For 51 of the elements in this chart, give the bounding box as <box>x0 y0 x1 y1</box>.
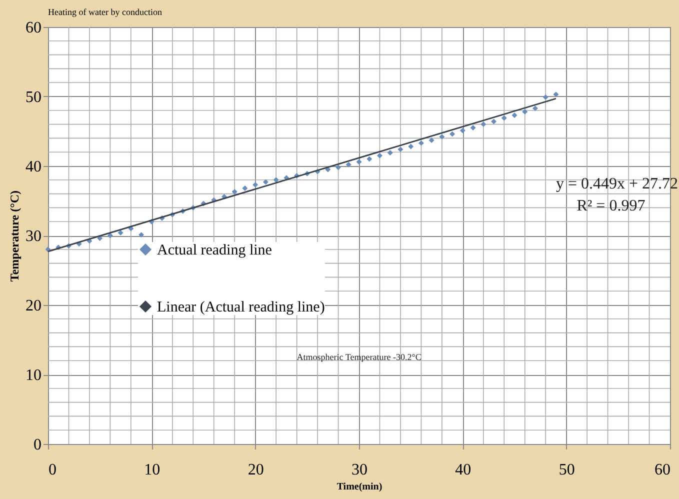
point <box>366 156 372 162</box>
point <box>450 131 456 137</box>
x-tick-label: 0 <box>48 462 56 478</box>
legend-label: Actual reading line <box>157 242 272 258</box>
point <box>387 150 393 156</box>
point <box>118 230 124 236</box>
point <box>460 128 466 134</box>
point <box>418 140 424 146</box>
point <box>346 162 352 168</box>
chart-title: Heating of water by conduction <box>48 7 162 17</box>
y-tick-label: 10 <box>26 367 42 384</box>
point <box>501 115 507 121</box>
point <box>107 232 113 238</box>
point <box>252 182 258 188</box>
point <box>242 186 248 191</box>
point <box>480 122 486 128</box>
point <box>439 134 445 140</box>
annotation: y = 0.449x + 27.72 <box>556 175 678 192</box>
y-tick-label: 0 <box>34 436 42 454</box>
y-tick-label: 60 <box>26 20 42 36</box>
y-axis-title: Temperature (°C) <box>8 190 22 282</box>
x-tick-label: 30 <box>352 462 368 478</box>
y-tick-label: 20 <box>26 298 42 314</box>
point <box>491 118 497 124</box>
point <box>356 159 362 165</box>
annotation: Atmospheric Temperature -30.2°C <box>296 352 422 362</box>
point <box>336 164 342 170</box>
x-tick-label: 40 <box>455 462 472 478</box>
point <box>428 138 434 144</box>
y-tick-label: 30 <box>26 228 42 245</box>
point <box>398 146 404 152</box>
point <box>273 177 279 183</box>
x-axis-title: Time(min) <box>336 482 382 492</box>
x-tick-label: 10 <box>144 462 160 478</box>
y-tick-label: 40 <box>26 158 42 176</box>
y-tick-label: 50 <box>26 89 42 106</box>
annotation: R² = 0.997 <box>576 198 646 215</box>
x-tick-label: 20 <box>248 462 264 478</box>
point <box>138 232 144 238</box>
point <box>408 144 414 150</box>
point <box>232 188 238 194</box>
x-tick-label: 60 <box>654 462 670 478</box>
point <box>376 152 382 158</box>
point <box>522 109 528 115</box>
point <box>262 179 268 185</box>
point <box>542 94 548 100</box>
point <box>532 106 538 112</box>
legend-label: Linear (Actual reading line) <box>157 300 325 316</box>
point <box>553 92 559 98</box>
x-tick-label: 50 <box>558 462 575 478</box>
point <box>470 125 476 131</box>
